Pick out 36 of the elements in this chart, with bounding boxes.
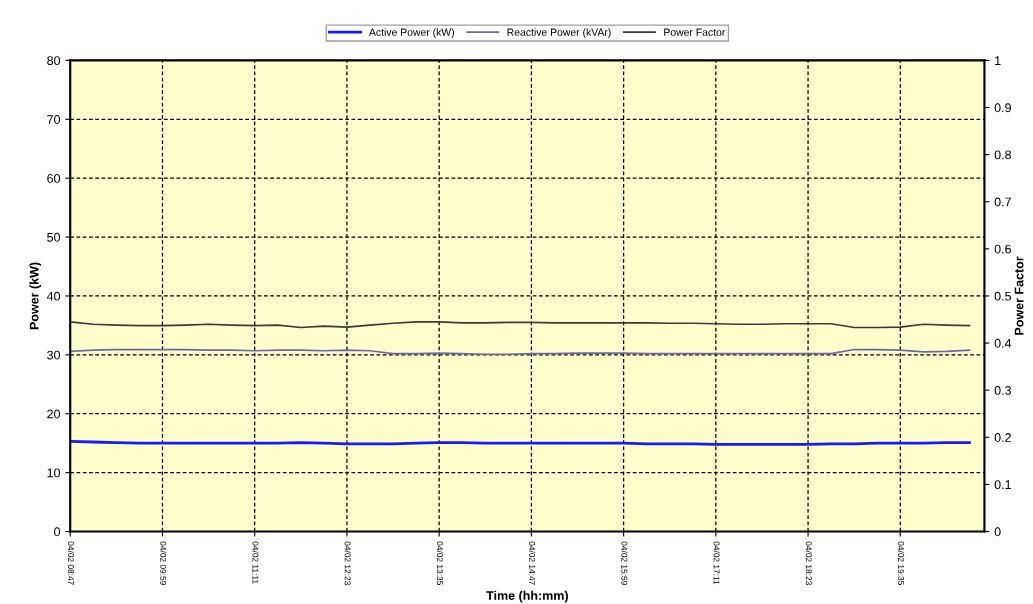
y2-tick-label: 0.8 xyxy=(994,150,1011,160)
x-tick-label: 04/02 17:11 xyxy=(713,541,720,585)
y2-tick-label: 0.5 xyxy=(994,291,1012,301)
y2-tick-label: 0 xyxy=(994,527,1001,537)
y2-tick-label: 0.4 xyxy=(994,338,1012,348)
x-tick-label: 04/02 12:23 xyxy=(344,541,351,585)
y2-tick-label: 0.9 xyxy=(994,103,1011,113)
y2-axis-title: Power Factor xyxy=(1014,256,1024,335)
y2-tick-label: 0.6 xyxy=(994,244,1011,254)
legend-label: Power Factor xyxy=(664,28,726,36)
y2-tick-label: 0.1 xyxy=(994,480,1011,490)
x-tick-label: 04/02 09:59 xyxy=(160,541,167,585)
y-tick-label: 60 xyxy=(47,173,61,183)
y2-tick-label: 0.2 xyxy=(994,433,1011,442)
y-tick-label: 70 xyxy=(47,115,61,124)
y-tick-label: 50 xyxy=(47,232,61,242)
legend-label: Reactive Power (kVAr) xyxy=(507,28,611,38)
y-axis-title: Power (kW) xyxy=(29,262,42,330)
x-tick-label: 04/02 19:35 xyxy=(898,541,905,585)
x-tick-label: 04/02 15:59 xyxy=(621,541,628,585)
y2-tick-label: 0.3 xyxy=(994,385,1011,395)
x-axis-title: Time (hh:mm) xyxy=(486,590,568,603)
x-tick-label: 04/02 14:47 xyxy=(529,541,536,585)
x-tick-label: 04/02 13:35 xyxy=(436,541,444,585)
legend-label: Active Power (kW) xyxy=(368,28,454,38)
y2-tick-label: 1 xyxy=(995,56,1001,65)
y2-tick-label: 0.7 xyxy=(994,197,1011,207)
y-tick-label: 20 xyxy=(47,409,61,419)
y-tick-label: 30 xyxy=(47,350,61,360)
y-tick-label: 0 xyxy=(54,527,61,537)
x-tick-label: 04/02 08:47 xyxy=(68,541,75,585)
y-tick-label: 80 xyxy=(47,56,61,66)
x-tick-label: 04/02 11:11 xyxy=(252,541,259,584)
y-tick-label: 40 xyxy=(46,291,61,301)
y-tick-label: 10 xyxy=(47,468,61,478)
x-tick-label: 04/02 18:23 xyxy=(805,541,812,585)
